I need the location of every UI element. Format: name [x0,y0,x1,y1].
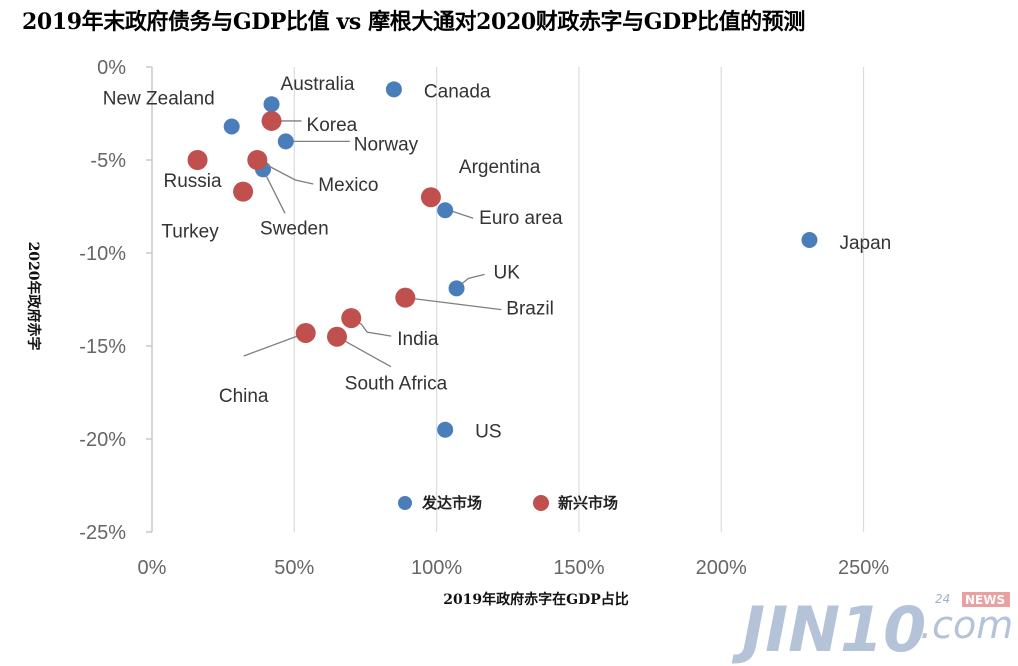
data-point-australia [263,96,280,113]
data-point-brazil [395,287,416,308]
leader-line-south-africa [336,336,392,368]
watermark-news-badge [962,592,1010,607]
leader-line-mexico [257,159,314,185]
data-point-russia [187,150,208,170]
y-tick-label: -15% [79,336,126,358]
x-tick-label: 0% [138,557,167,579]
y-axis-title: 2020年政府赤字 [25,242,42,351]
data-point-south-africa [327,326,347,347]
x-tick-label: 100% [411,557,462,579]
leader-line-sweden [262,169,286,214]
data-label-turkey: Turkey [161,222,219,243]
y-tick-label: -20% [79,429,126,451]
watermark-logo: JIN10 [731,593,926,666]
watermark-24: 24 [935,592,950,606]
data-label-china: China [219,386,269,407]
leader-line-euro-area [448,209,474,219]
x-tick-label: 200% [696,557,747,579]
data-label-south-africa: South Africa [345,374,448,395]
data-point-china [295,322,316,343]
data-label-argentina: Argentina [459,157,541,178]
data-label-euro-area: Euro area [479,208,563,229]
data-point-new-zealand [223,118,240,135]
data-label-india: India [397,329,439,350]
data-point-norway [277,133,294,150]
legend-label-developed: 发达市场 [421,494,482,512]
x-tick-label: 150% [553,557,604,579]
watermark-com: .com [920,603,1013,647]
x-tick-label: 250% [838,557,889,579]
x-tick-label: 50% [274,557,314,579]
legend-marker-emerging [533,495,549,511]
data-point-india [341,308,362,329]
data-label-norway: Norway [354,134,419,155]
y-tick-label: -10% [79,243,126,265]
y-tick-label: -5% [90,150,126,172]
data-point-canada [385,81,402,98]
legend-marker-developed [398,496,412,510]
data-label-canada: Canada [424,81,491,102]
data-point-euro-area [437,202,454,219]
legend-label-emerging: 新兴市场 [558,494,618,512]
data-point-korea [261,110,282,131]
data-label-us: US [475,422,501,443]
leader-line-china [243,332,306,357]
data-point-turkey [233,181,254,202]
data-label-brazil: Brazil [506,299,554,320]
y-tick-label: 0% [97,57,126,79]
data-point-uk [448,280,465,297]
data-label-uk: UK [494,262,521,283]
leader-line-brazil [405,296,502,311]
data-label-australia: Australia [281,74,355,95]
watermark-news: NEWS [965,593,1005,607]
data-point-argentina [420,187,441,208]
chart-title: 2019年末政府债务与GDP比值 vs 摩根大通对2020财政赤字与GDP比值的… [22,9,805,35]
data-label-mexico: Mexico [318,175,378,196]
data-label-korea: Korea [307,115,358,136]
data-label-sweden: Sweden [260,218,329,239]
y-tick-label: -25% [79,522,126,544]
data-point-japan [801,231,818,248]
data-label-japan: Japan [839,233,891,254]
x-axis-title: 2019年政府赤字在GDP占比 [443,591,629,608]
data-label-russia: Russia [163,171,222,192]
data-point-us [437,421,454,438]
data-label-new-zealand: New Zealand [103,89,215,110]
data-point-mexico [247,150,268,170]
